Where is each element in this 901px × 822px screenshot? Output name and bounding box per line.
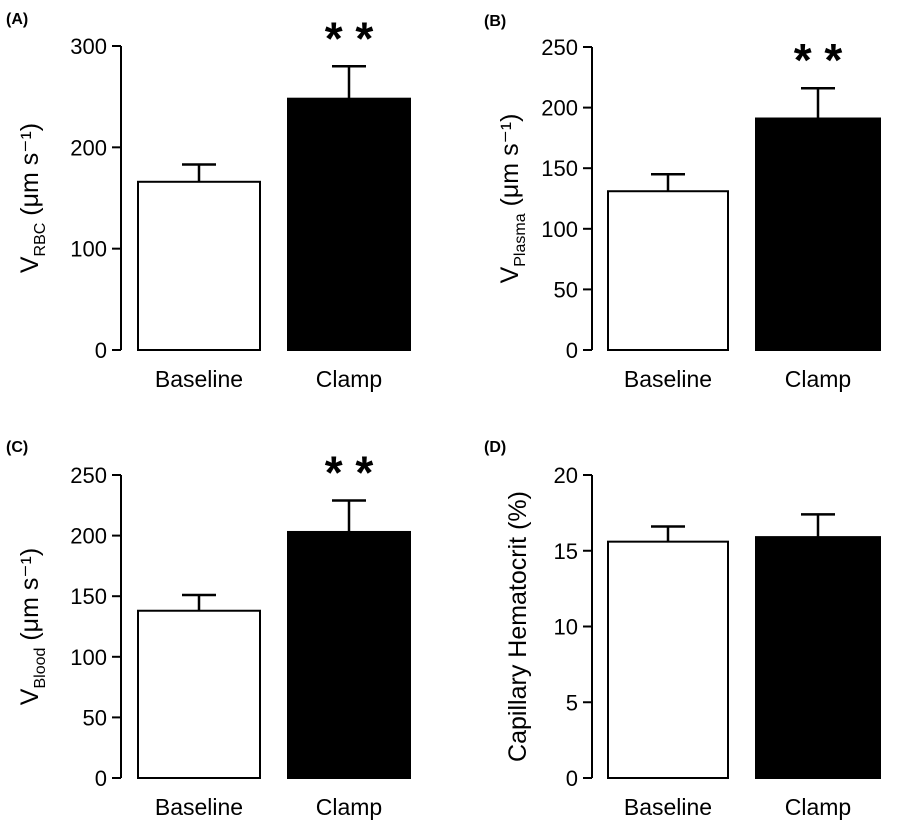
chart-panel-d: (D) Baseline Clamp 0 5 10 15 20 Capillary Hemato… (484, 439, 881, 820)
y-tick-label: 200 (70, 135, 107, 160)
y-tick-label: 150 (541, 156, 578, 181)
y-tick-label: 50 (554, 277, 578, 302)
y-tick-label: 0 (95, 766, 107, 791)
y-tick-label: 100 (70, 237, 107, 262)
category-label: Clamp (316, 794, 382, 820)
y-tick-label: 300 (70, 34, 107, 59)
y-axis-label: VBlood (μm s⁻¹) (16, 548, 49, 705)
y-tick-label: 200 (541, 96, 578, 121)
y-tick-label: 0 (95, 338, 107, 363)
panel-label: (D) (484, 439, 506, 456)
bar-clamp (755, 117, 881, 352)
chart-panel-b: (B) Baseline Clamp * * 0 50 100 150 200 250 VPlasm… (484, 13, 881, 392)
y-tick-label: 50 (83, 705, 107, 730)
y-tick-label: 20 (554, 463, 578, 488)
category-label: Baseline (624, 366, 712, 392)
y-tick-label: 10 (554, 615, 578, 640)
chart-panel-c: (C) Baseline Clamp * * 0 50 100 150 200 250 VBlood… (6, 439, 411, 820)
y-tick-label: 250 (541, 35, 578, 60)
significance-stars: * * (325, 446, 374, 498)
y-tick-label: 15 (554, 539, 578, 564)
y-axis-label: Capillary Hematocrit (%) (504, 491, 532, 762)
y-tick-label: 100 (70, 645, 107, 670)
bar-clamp (287, 530, 411, 779)
category-label: Clamp (785, 794, 851, 820)
category-label: Baseline (155, 366, 243, 392)
y-tick-label: 200 (70, 524, 107, 549)
category-label: Baseline (624, 794, 712, 820)
y-axis-label: VPlasma (μm s⁻¹) (496, 114, 529, 284)
chart-panel-a: (A) Baseline Clamp * * 0 100 200 300 VRBC (μm s⁻… (6, 11, 411, 392)
bar-baseline (137, 609, 261, 780)
bar-baseline (137, 180, 261, 351)
y-tick-label: 5 (566, 690, 578, 715)
bar-baseline (607, 190, 729, 351)
bar-clamp (755, 536, 881, 779)
panel-label: (C) (6, 439, 28, 456)
y-tick-label: 0 (566, 338, 578, 363)
y-tick-label: 0 (566, 766, 578, 791)
y-tick-label: 250 (70, 463, 107, 488)
y-tick-label: 100 (541, 217, 578, 242)
y-axis-label: VRBC (μm s⁻¹) (16, 123, 49, 273)
panel-label: (B) (484, 13, 506, 30)
category-label: Clamp (316, 366, 382, 392)
category-label: Baseline (155, 794, 243, 820)
panel-label: (A) (6, 11, 28, 28)
significance-stars: * * (794, 34, 843, 86)
bar-baseline (607, 540, 729, 779)
category-label: Clamp (785, 366, 851, 392)
significance-stars: * * (325, 12, 374, 64)
y-tick-label: 150 (70, 584, 107, 609)
bar-clamp (287, 97, 411, 352)
